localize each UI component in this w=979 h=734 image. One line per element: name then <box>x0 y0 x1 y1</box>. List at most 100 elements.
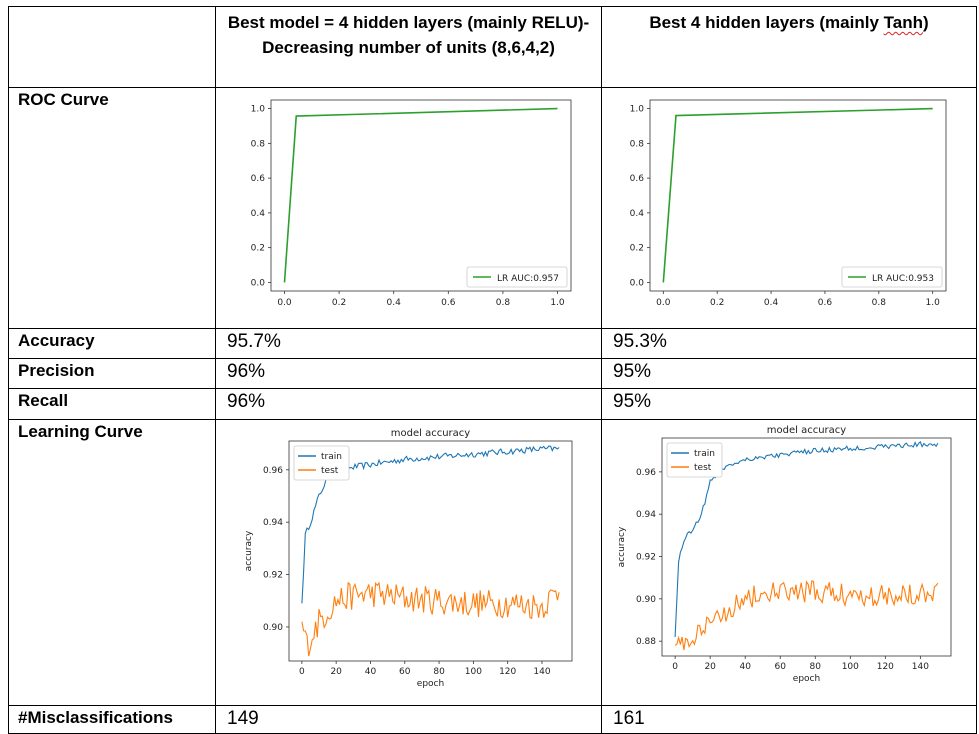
header-model-tanh: Best 4 hidden layers (mainly Tanh) <box>601 6 977 88</box>
x-tick-label: 1.0 <box>550 298 565 308</box>
chart-title: model accuracy <box>767 425 847 436</box>
x-tick-label: 1.0 <box>926 298 941 308</box>
comparison-table: Best model = 4 hidden layers (mainly REL… <box>8 6 977 734</box>
x-tick-label: 0.2 <box>710 298 724 308</box>
plot-frame <box>649 99 947 292</box>
x-tick-label: 100 <box>842 662 859 672</box>
legend-label: LR AUC:0.957 <box>497 274 559 284</box>
chart-title: model accuracy <box>391 428 471 439</box>
x-tick-label: 100 <box>465 667 482 677</box>
x-tick-label: 0 <box>672 662 678 672</box>
y-axis-label: accuracy <box>617 526 627 567</box>
y-tick-label: 0.94 <box>263 518 283 528</box>
x-tick-label: 0.4 <box>387 298 402 308</box>
plot-frame <box>288 440 573 662</box>
x-tick-label: 0.6 <box>441 298 456 308</box>
y-tick-label: 0.88 <box>636 637 656 647</box>
x-tick-label: 40 <box>739 662 751 672</box>
learning-chart-cell-1: model accuracy epoch accuracy 0 20 40 60 80 100 1… <box>215 419 602 706</box>
accuracy-value-tanh: 95.3% <box>601 328 977 359</box>
x-tick-label: 0.6 <box>818 298 833 308</box>
y-tick-label: 1.0 <box>251 105 266 115</box>
legend-label: LR AUC:0.953 <box>872 274 934 284</box>
x-tick-label: 0.0 <box>656 298 671 308</box>
y-tick-label: 0.92 <box>636 553 656 563</box>
legend-label: train <box>321 452 342 462</box>
test-line <box>674 580 939 651</box>
legend-box <box>666 442 723 478</box>
x-tick-label: 60 <box>775 662 787 672</box>
legend-label: train <box>694 449 715 459</box>
x-tick-label: 120 <box>499 667 516 677</box>
x-tick-label: 120 <box>877 662 894 672</box>
precision-value-relu: 96% <box>215 358 602 389</box>
x-axis-label: epoch <box>417 679 444 689</box>
x-tick-label: 0 <box>299 667 305 677</box>
y-tick-label: 0.94 <box>636 510 656 520</box>
x-tick-label: 0.8 <box>496 298 511 308</box>
recall-value-tanh: 95% <box>601 388 977 420</box>
y-tick-label: 0.96 <box>636 468 656 478</box>
row-label-accuracy: Accuracy <box>8 328 216 359</box>
y-axis-label: accuracy <box>244 530 254 571</box>
x-tick-label: 40 <box>365 667 377 677</box>
header-empty-cell <box>8 6 216 88</box>
roc-chart-tanh: 0.0 0.2 0.4 0.6 0.8 1.0 0.0 0.2 0.4 0.6 0.8 1.0 LR A… <box>630 99 947 308</box>
roc-chart-cell-1: 0.0 0.2 0.4 0.6 0.8 1.0 0.0 0.2 0.4 0.6 0.8 1.0 LR A… <box>215 87 602 329</box>
roc-line <box>662 107 933 283</box>
plot-frame <box>270 99 572 292</box>
row-label-learning-curve: Learning Curve <box>8 419 216 706</box>
y-tick-label: 0.8 <box>630 139 645 149</box>
header-tanh-prefix: Best 4 hidden layers (mainly <box>649 13 884 32</box>
y-tick-label: 0.90 <box>263 623 283 633</box>
legend-box <box>293 445 350 481</box>
legend-box <box>841 266 943 288</box>
roc-chart-cell-2: 0.0 0.2 0.4 0.6 0.8 1.0 0.0 0.2 0.4 0.6 0.8 1.0 LR A… <box>601 87 977 329</box>
x-tick-label: 60 <box>399 667 411 677</box>
x-tick-label: 0.4 <box>764 298 779 308</box>
x-tick-label: 0.0 <box>277 298 292 308</box>
y-tick-label: 0.96 <box>263 466 283 476</box>
row-label-roc: ROC Curve <box>8 87 216 329</box>
header-model-relu: Best model = 4 hidden layers (mainly REL… <box>215 6 602 88</box>
learning-curve-relu: model accuracy epoch accuracy 0 20 40 60 80 100 1… <box>244 428 573 689</box>
x-tick-label: 80 <box>433 667 445 677</box>
test-line <box>301 581 560 657</box>
x-tick-label: 20 <box>704 662 716 672</box>
learning-curve-tanh: model accuracy epoch accuracy 0 20 40 60 80 100 1… <box>617 425 952 684</box>
x-tick-label: 80 <box>810 662 822 672</box>
y-tick-label: 0.2 <box>630 244 644 254</box>
y-tick-label: 0.6 <box>251 174 266 184</box>
y-tick-label: 0.6 <box>630 174 645 184</box>
header-tanh-word: Tanh <box>883 13 923 32</box>
x-tick-label: 140 <box>533 667 550 677</box>
misclass-value-relu: 149 <box>215 705 602 734</box>
accuracy-value-relu: 95.7% <box>215 328 602 359</box>
x-axis-label: epoch <box>793 674 820 684</box>
misclass-value-tanh: 161 <box>601 705 977 734</box>
learning-chart-cell-2: model accuracy epoch accuracy 0 20 40 60 80 100 1… <box>601 419 977 706</box>
header-tanh-suffix: ) <box>923 13 929 32</box>
row-label-precision: Precision <box>8 358 216 389</box>
y-tick-label: 0.4 <box>630 209 645 219</box>
precision-value-tanh: 95% <box>601 358 977 389</box>
x-tick-label: 0.8 <box>872 298 887 308</box>
y-tick-label: 0.0 <box>630 278 645 288</box>
y-tick-label: 0.0 <box>251 278 266 288</box>
row-label-misclassifications: #Misclassifications <box>8 705 216 734</box>
y-tick-label: 0.92 <box>263 571 283 581</box>
row-label-recall: Recall <box>8 388 216 420</box>
y-tick-label: 0.4 <box>251 209 266 219</box>
x-tick-label: 140 <box>912 662 929 672</box>
y-tick-label: 1.0 <box>630 105 645 115</box>
y-tick-label: 0.8 <box>251 139 266 149</box>
legend-label: test <box>321 466 339 476</box>
recall-value-relu: 96% <box>215 388 602 420</box>
legend-label: test <box>694 463 712 473</box>
roc-chart-relu: 0.0 0.2 0.4 0.6 0.8 1.0 0.0 0.2 0.4 0.6 0.8 1.0 LR A… <box>251 99 572 308</box>
x-tick-label: 0.2 <box>332 298 346 308</box>
x-tick-label: 20 <box>330 667 342 677</box>
roc-line <box>283 107 558 283</box>
y-tick-label: 0.2 <box>251 244 265 254</box>
y-tick-label: 0.90 <box>636 595 656 605</box>
